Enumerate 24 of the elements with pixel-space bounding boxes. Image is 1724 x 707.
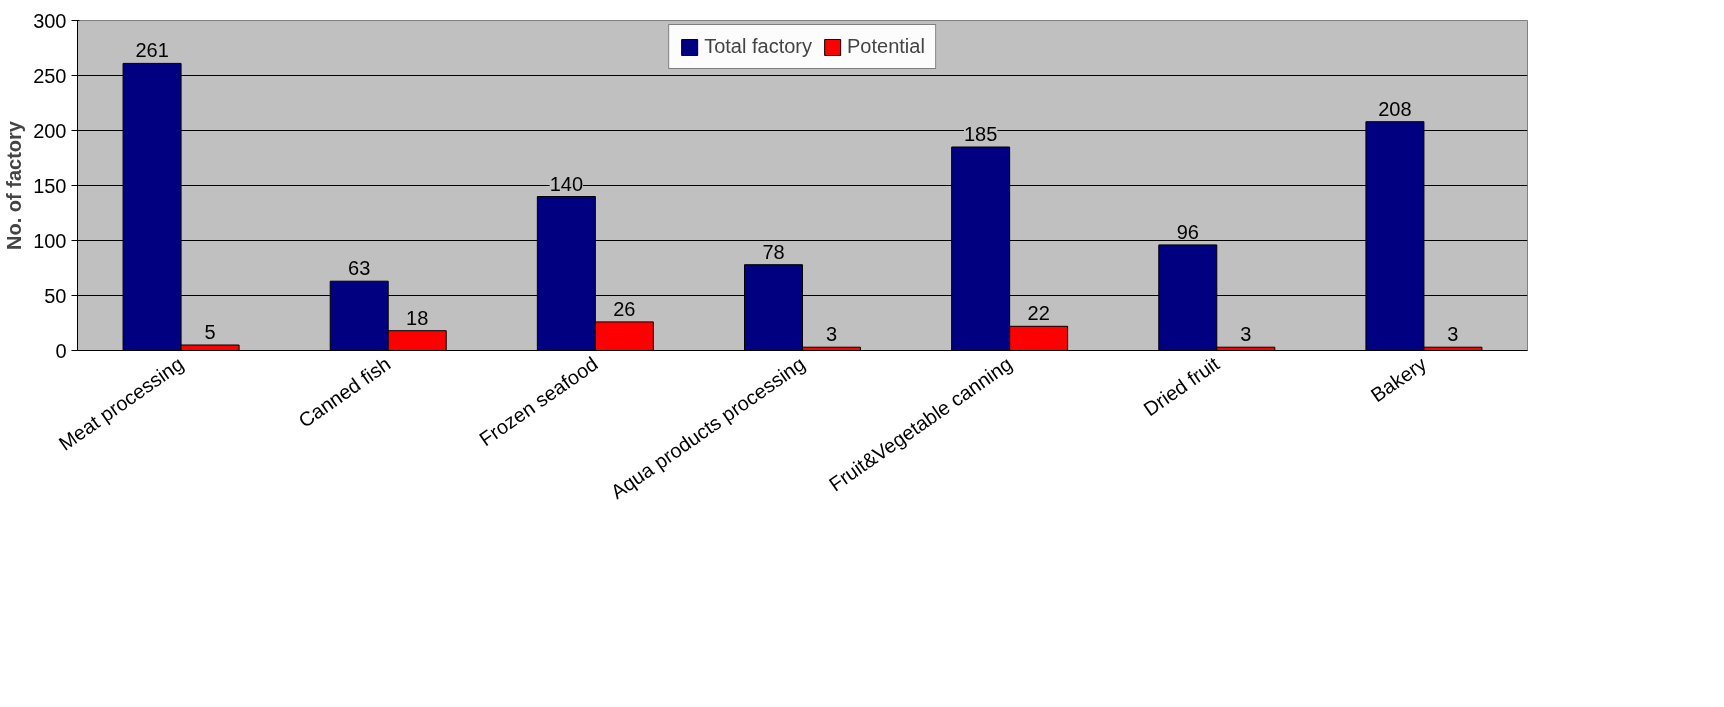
data-label: 18 — [406, 306, 429, 329]
data-label: 208 — [1378, 97, 1412, 120]
legend-label: Total factory — [704, 35, 812, 58]
y-tick-label: 300 — [33, 9, 67, 32]
y-tick-label: 250 — [33, 64, 67, 87]
y-tick-label: 50 — [44, 284, 67, 307]
y-tick-label: 100 — [33, 229, 67, 252]
data-label: 140 — [549, 172, 584, 195]
data-label: 78 — [762, 240, 785, 263]
data-label: 3 — [825, 323, 838, 346]
data-label: 5 — [204, 321, 216, 343]
data-label: 22 — [1027, 302, 1050, 325]
data-label: 26 — [613, 297, 636, 320]
data-label: 96 — [1176, 220, 1199, 243]
data-label: 261 — [135, 39, 169, 62]
data-label: 185 — [963, 123, 998, 145]
y-tick-label: 200 — [33, 119, 67, 142]
y-tick-label: 0 — [55, 339, 67, 362]
y-tick-label: 150 — [33, 174, 67, 197]
y-axis-title: No. of factory — [3, 120, 26, 250]
legend-label: Potential — [846, 35, 925, 58]
data-label: 3 — [1240, 323, 1252, 346]
data-label: 3 — [1447, 323, 1459, 346]
data-label: 63 — [348, 257, 371, 280]
